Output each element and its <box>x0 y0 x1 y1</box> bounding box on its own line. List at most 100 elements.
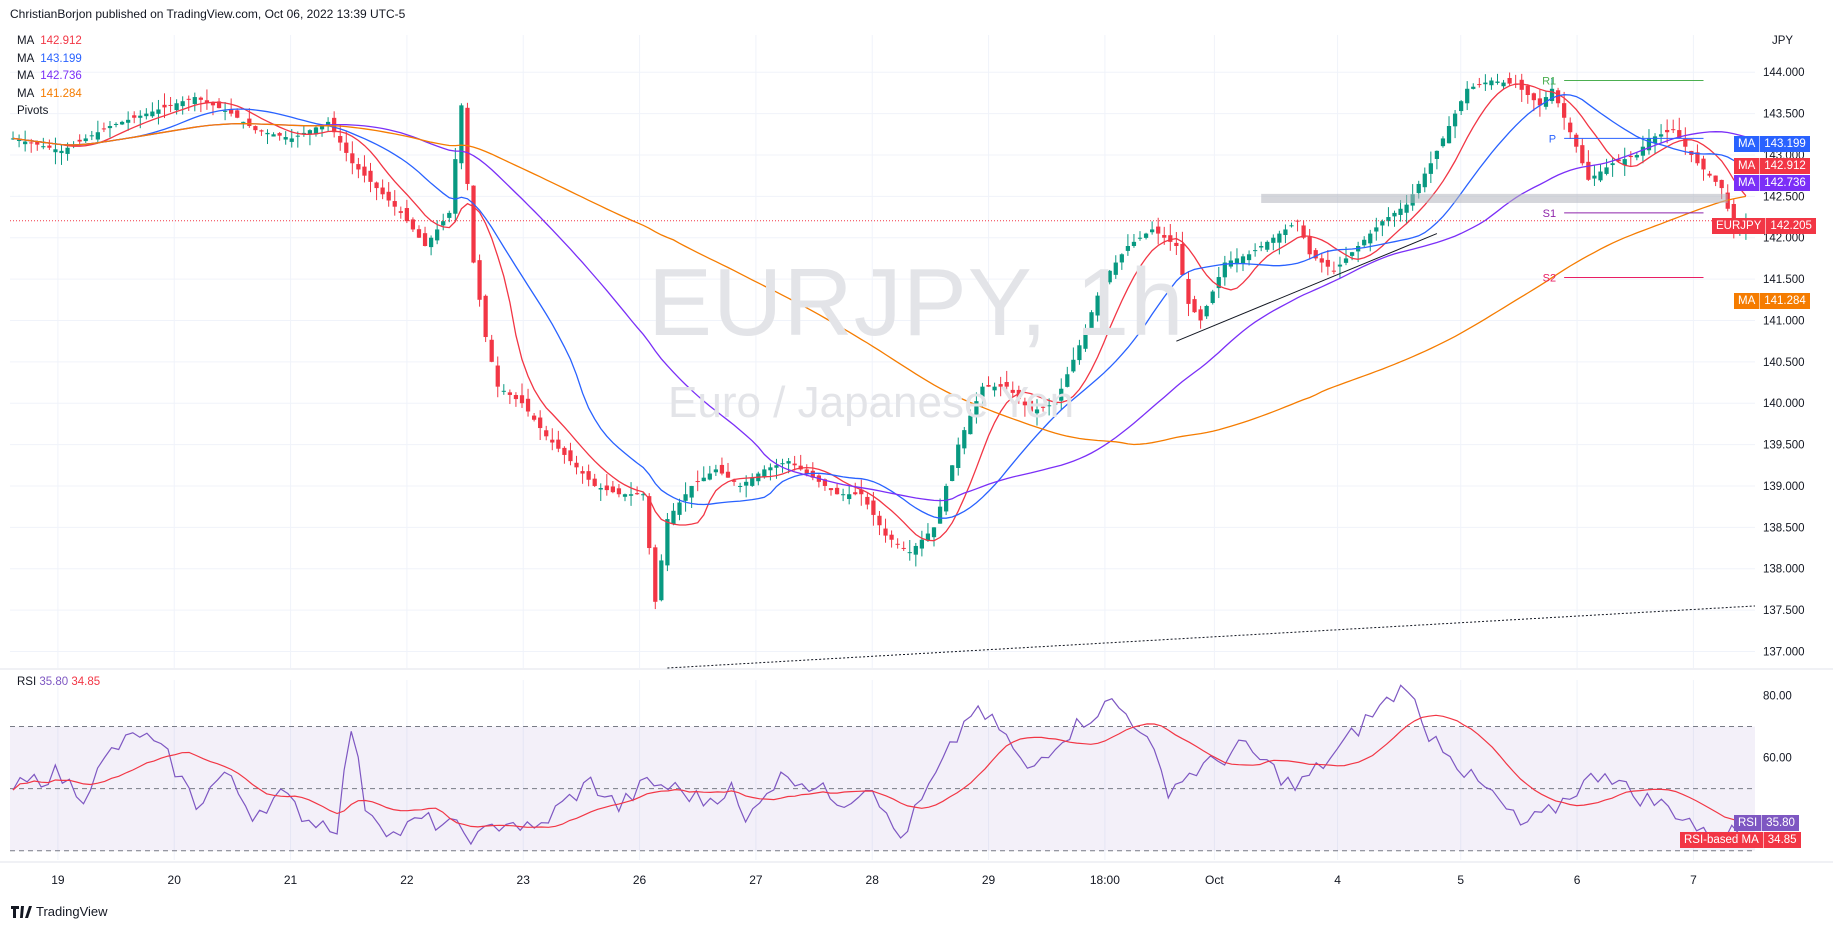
candle-body <box>1622 159 1627 166</box>
candle-body <box>937 506 943 524</box>
candle-body <box>1113 262 1118 275</box>
candle-body <box>216 101 222 109</box>
time-tick-label: 29 <box>982 873 996 887</box>
candle-body <box>1477 84 1482 86</box>
candle-body <box>707 473 712 480</box>
tradingview-logo-icon <box>11 905 32 918</box>
candle-body <box>435 229 440 241</box>
candle-body <box>507 392 512 395</box>
candle-body <box>119 121 125 125</box>
candle-body <box>1150 229 1155 233</box>
candle-body <box>404 208 409 222</box>
candle-body <box>1731 204 1736 230</box>
candle-body <box>1053 403 1058 405</box>
candle-body <box>689 485 694 498</box>
candle-body <box>634 493 640 495</box>
candle-body <box>83 138 88 142</box>
candle-body <box>1368 233 1373 244</box>
candle-body <box>1537 98 1543 106</box>
candle-body <box>762 469 767 478</box>
candle-body <box>65 147 70 154</box>
candle-body <box>495 365 500 387</box>
candle-body <box>1210 291 1215 304</box>
candle-body <box>368 170 373 182</box>
candle-body <box>834 487 840 495</box>
candle-body <box>1610 163 1615 166</box>
candle-body <box>531 415 537 420</box>
candle-body <box>356 164 361 170</box>
uptrend-line <box>1176 233 1438 342</box>
candle-body <box>931 527 937 538</box>
candle-body <box>525 398 531 412</box>
moving-average-line <box>12 83 1747 542</box>
candle-body <box>1362 239 1367 246</box>
candle-body <box>344 142 349 153</box>
candle-body <box>1404 204 1409 213</box>
candle-body <box>1337 264 1343 267</box>
ma-tag-red: MA 142.912 <box>1734 158 1810 174</box>
time-tick-label: 28 <box>866 873 880 887</box>
candle-body <box>113 123 119 125</box>
candle-body <box>950 465 955 482</box>
candle-body <box>519 395 525 404</box>
candle-body <box>162 104 167 108</box>
time-tick-label: 21 <box>284 873 298 887</box>
support-trendline <box>667 605 1756 669</box>
candle-body <box>1283 229 1288 236</box>
candle-body <box>204 100 210 103</box>
legend-ma-2-value: 143.199 <box>40 52 82 65</box>
candle-body <box>1616 159 1621 162</box>
candle-body <box>398 211 403 213</box>
candle-body <box>1253 250 1258 252</box>
candle-body <box>89 135 94 137</box>
candle-body <box>1489 80 1494 86</box>
candle-body <box>1313 250 1318 259</box>
candle-body <box>1271 237 1276 243</box>
candle-body <box>1519 79 1524 90</box>
price-tick-label: 141.000 <box>1763 315 1805 327</box>
candle-body <box>1386 217 1391 222</box>
candle-body <box>943 485 949 512</box>
candle-body <box>859 489 864 495</box>
candle-body <box>29 142 34 144</box>
candle-body <box>23 141 28 145</box>
candle-body <box>622 494 628 497</box>
candle-body <box>1216 277 1221 289</box>
time-tick-label: 19 <box>51 873 65 887</box>
candle-body <box>1465 88 1470 104</box>
candle-body <box>853 492 858 495</box>
price-tick-label: 138.000 <box>1763 564 1805 576</box>
rsi-line <box>12 684 1747 846</box>
candle-body <box>247 118 252 127</box>
price-tick-label: 140.000 <box>1763 398 1805 410</box>
price-tick-label: 144.000 <box>1763 67 1805 79</box>
candle-body <box>453 159 458 214</box>
candle-body <box>1083 328 1088 349</box>
candle-body <box>1198 309 1203 321</box>
candle-body <box>1095 295 1100 316</box>
candle-body <box>1549 88 1555 102</box>
candle-body <box>222 110 228 112</box>
candle-body <box>338 135 343 143</box>
legend-pivots: Pivots <box>17 105 49 117</box>
candle-body <box>1374 227 1379 232</box>
candle-body <box>1119 254 1124 263</box>
candle-body <box>1137 237 1143 239</box>
legend-ma-4-value: 141.284 <box>40 87 82 100</box>
candle-body <box>1398 208 1403 215</box>
candle-body <box>1277 233 1282 243</box>
candle-body <box>865 496 870 505</box>
time-tick-label: 20 <box>168 873 182 887</box>
footer-brand[interactable]: TradingView <box>10 904 108 919</box>
candle-body <box>277 133 282 136</box>
candle-body <box>1713 175 1718 182</box>
candle-body <box>774 465 779 468</box>
candle-body <box>647 496 652 549</box>
candle-body <box>737 485 743 487</box>
candle-body <box>1640 146 1646 156</box>
candle-body <box>180 101 185 107</box>
candle-body <box>792 463 797 466</box>
candle-body <box>1392 212 1397 217</box>
rsi-tick-label: 80.00 <box>1763 691 1792 703</box>
